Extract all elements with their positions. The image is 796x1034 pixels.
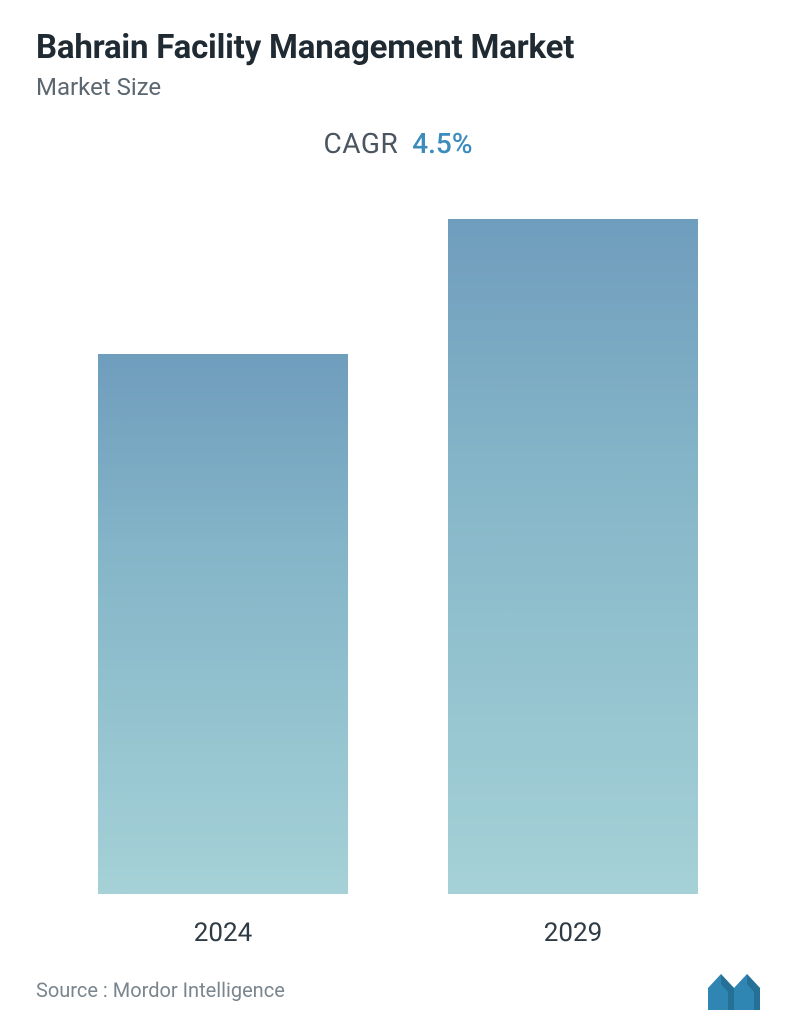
bar-column-0: 2024 bbox=[98, 354, 348, 948]
bar-1 bbox=[448, 219, 698, 894]
mordor-logo-icon bbox=[708, 970, 760, 1010]
chart-subtitle: Market Size bbox=[36, 73, 760, 101]
chart-footer: Source : Mordor Intelligence bbox=[36, 970, 760, 1014]
cagr-label: CAGR bbox=[324, 127, 399, 160]
bar-column-1: 2029 bbox=[448, 219, 698, 948]
chart-area: 2024 2029 bbox=[36, 160, 760, 948]
cagr-row: CAGR 4.5% bbox=[36, 127, 760, 160]
bar-0 bbox=[98, 354, 348, 894]
bar-label-1: 2029 bbox=[544, 918, 602, 948]
source-text: Source : Mordor Intelligence bbox=[36, 978, 285, 1002]
chart-title: Bahrain Facility Management Market bbox=[36, 28, 760, 67]
bar-label-0: 2024 bbox=[194, 918, 252, 948]
cagr-value: 4.5% bbox=[412, 127, 472, 160]
chart-container: Bahrain Facility Management Market Marke… bbox=[0, 0, 796, 1034]
